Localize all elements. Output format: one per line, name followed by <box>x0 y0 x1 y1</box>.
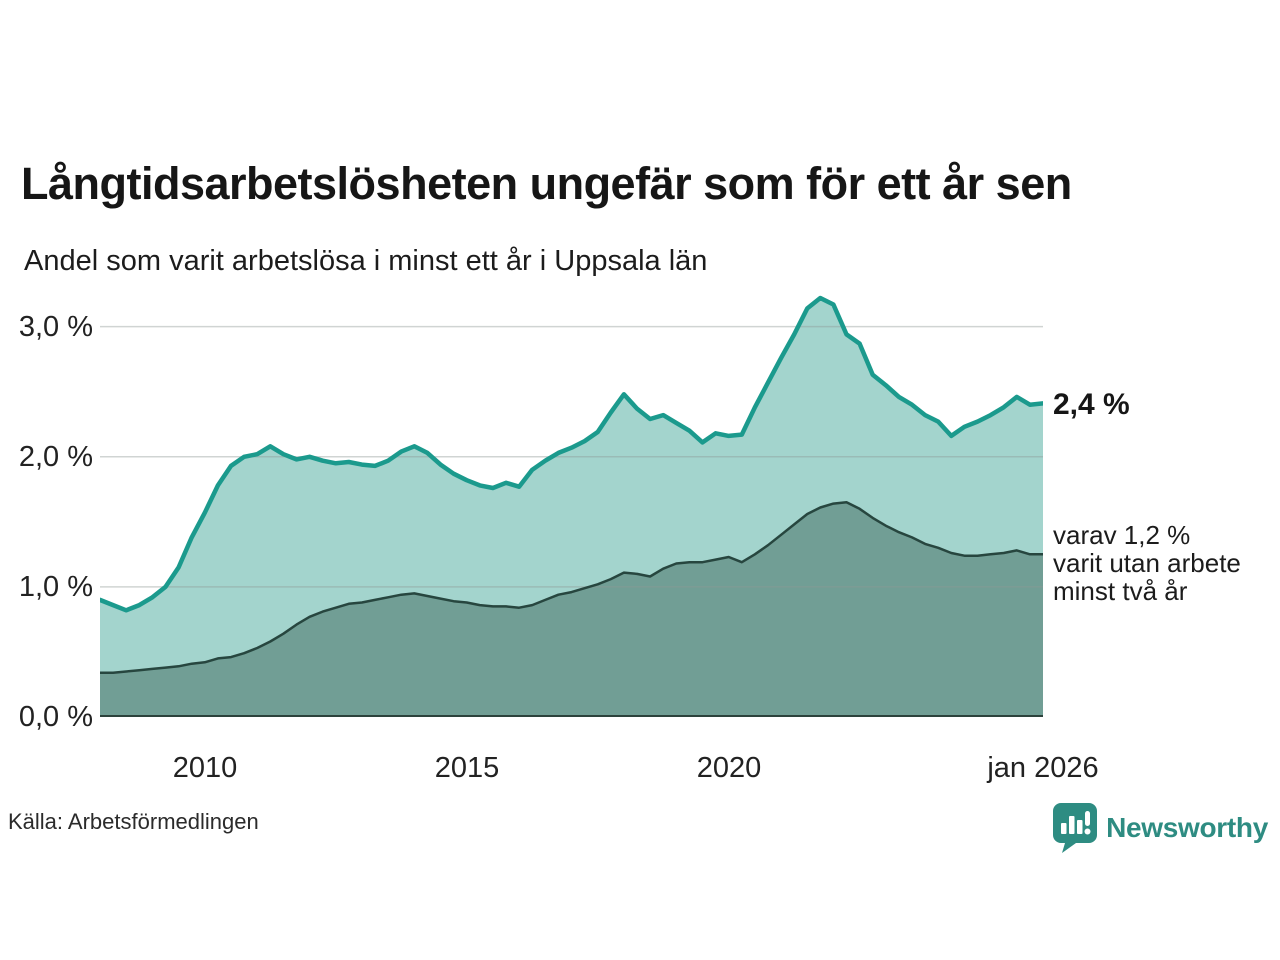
two-year-annotation: varav 1,2 % varit utan arbete minst två … <box>1053 521 1241 605</box>
chart-gridlines <box>100 325 1043 588</box>
y-axis-tick-1: 1,0 % <box>18 571 93 603</box>
y-axis-tick-2: 2,0 % <box>18 441 93 473</box>
chart-areas <box>100 298 1043 717</box>
area-chart <box>100 295 1043 717</box>
page-title: Långtidsarbetslösheten ungefär som för e… <box>21 158 1072 210</box>
y-axis-tick-3: 3,0 % <box>18 311 93 343</box>
x-axis-tick-jan-2026: jan 2026 <box>987 752 1099 784</box>
latest-value-label: 2,4 % <box>1053 388 1130 421</box>
two-year-annotation-line-1: varav 1,2 % <box>1053 520 1191 550</box>
y-axis-tick-0: 0,0 % <box>18 701 93 733</box>
newsworthy-wordmark: Newsworthy <box>1106 812 1268 843</box>
x-axis-tick-2010: 2010 <box>172 752 238 784</box>
source-credit: Källa: Arbetsförmedlingen <box>8 809 259 834</box>
x-axis-tick-2015: 2015 <box>434 752 500 784</box>
two-year-annotation-line-3: minst två år <box>1053 576 1188 606</box>
newsworthy-brand: Newsworthy <box>1053 802 1268 854</box>
newsworthy-logo-icon <box>1053 803 1098 853</box>
chart-lines <box>100 295 1043 717</box>
chart-subtitle: Andel som varit arbetslösa i minst ett å… <box>24 245 708 277</box>
two-year-annotation-line-2: varit utan arbete <box>1053 548 1241 578</box>
x-axis-tick-2020: 2020 <box>696 752 762 784</box>
